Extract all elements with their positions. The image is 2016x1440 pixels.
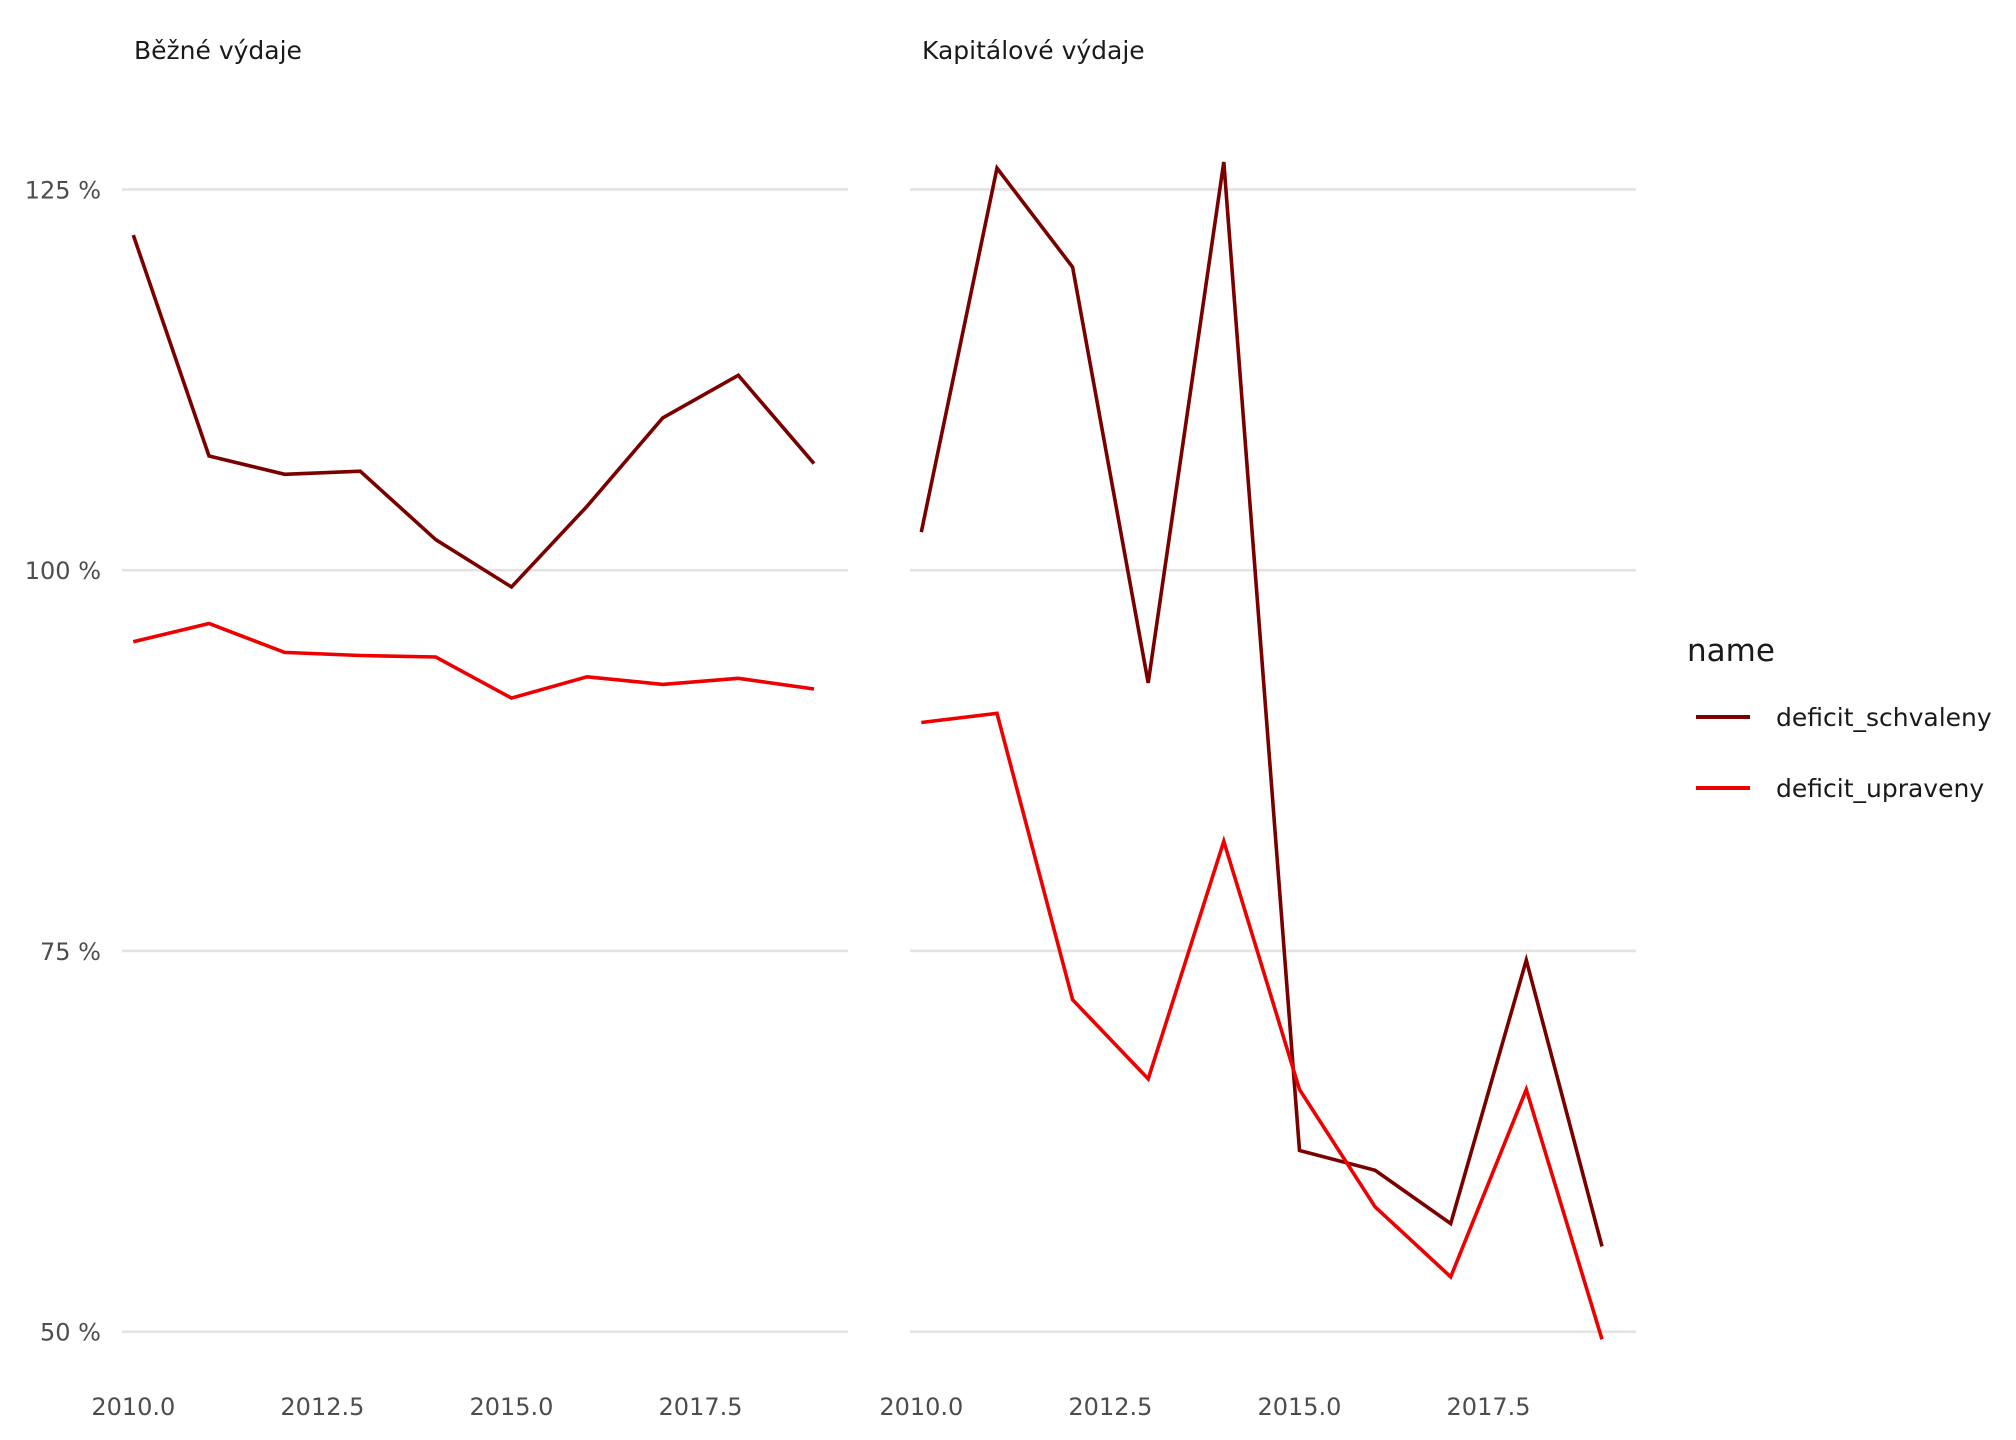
x-tick-label-2017-5-bezne-vydaje: 2017.5	[659, 1393, 743, 1421]
legend: name deficit_schvaleny deficit_upraveny	[1687, 633, 1992, 803]
y-tick-label-125: 125 %	[25, 176, 101, 204]
facet-kapitalove-vydaje: Kapitálové výdaje 2010.0 2012.5 2015.0 2017.…	[879, 36, 1636, 1421]
series-line-deficit-schvaleny-bezne-vydaje	[131, 234, 816, 590]
y-tick-label-100: 100 %	[25, 557, 101, 585]
series-line-deficit-upraveny-kapitalove-vydaje	[921, 711, 1604, 1340]
x-tick-label-2012-5-bezne-vydaje: 2012.5	[280, 1393, 364, 1421]
y-tick-label-50: 50 %	[40, 1319, 101, 1347]
facet-bezne-vydaje: Běžné výdaje 50 % 75 % 100 % 125 % 2010.0 2012…	[25, 36, 848, 1421]
x-tick-label-2015-0-bezne-vydaje: 2015.0	[469, 1393, 553, 1421]
x-tick-label-2015-0-kapitalove-vydaje: 2015.0	[1257, 1393, 1341, 1421]
legend-label-deficit-schvaleny: deficit_schvaleny	[1776, 703, 1992, 732]
series-line-deficit-upraveny-bezne-vydaje	[132, 621, 815, 701]
facet-title-kapitalove-vydaje: Kapitálové výdaje	[922, 36, 1145, 65]
legend-title: name	[1687, 633, 1775, 669]
series-line-deficit-schvaleny-kapitalove-vydaje	[919, 161, 1604, 1247]
x-tick-label-2010-0-bezne-vydaje: 2010.0	[91, 1393, 175, 1421]
x-tick-label-2010-0-kapitalove-vydaje: 2010.0	[879, 1393, 963, 1421]
facets-layer: Běžné výdaje 50 % 75 % 100 % 125 % 2010.0 2012…	[25, 36, 1636, 1421]
x-tick-label-2012-5-kapitalove-vydaje: 2012.5	[1068, 1393, 1152, 1421]
facet-title-bezne-vydaje: Běžné výdaje	[134, 36, 302, 65]
y-tick-label-75: 75 %	[40, 938, 101, 966]
legend-label-deficit-upraveny: deficit_upraveny	[1776, 774, 1984, 803]
x-tick-label-2017-5-kapitalove-vydaje: 2017.5	[1447, 1393, 1531, 1421]
